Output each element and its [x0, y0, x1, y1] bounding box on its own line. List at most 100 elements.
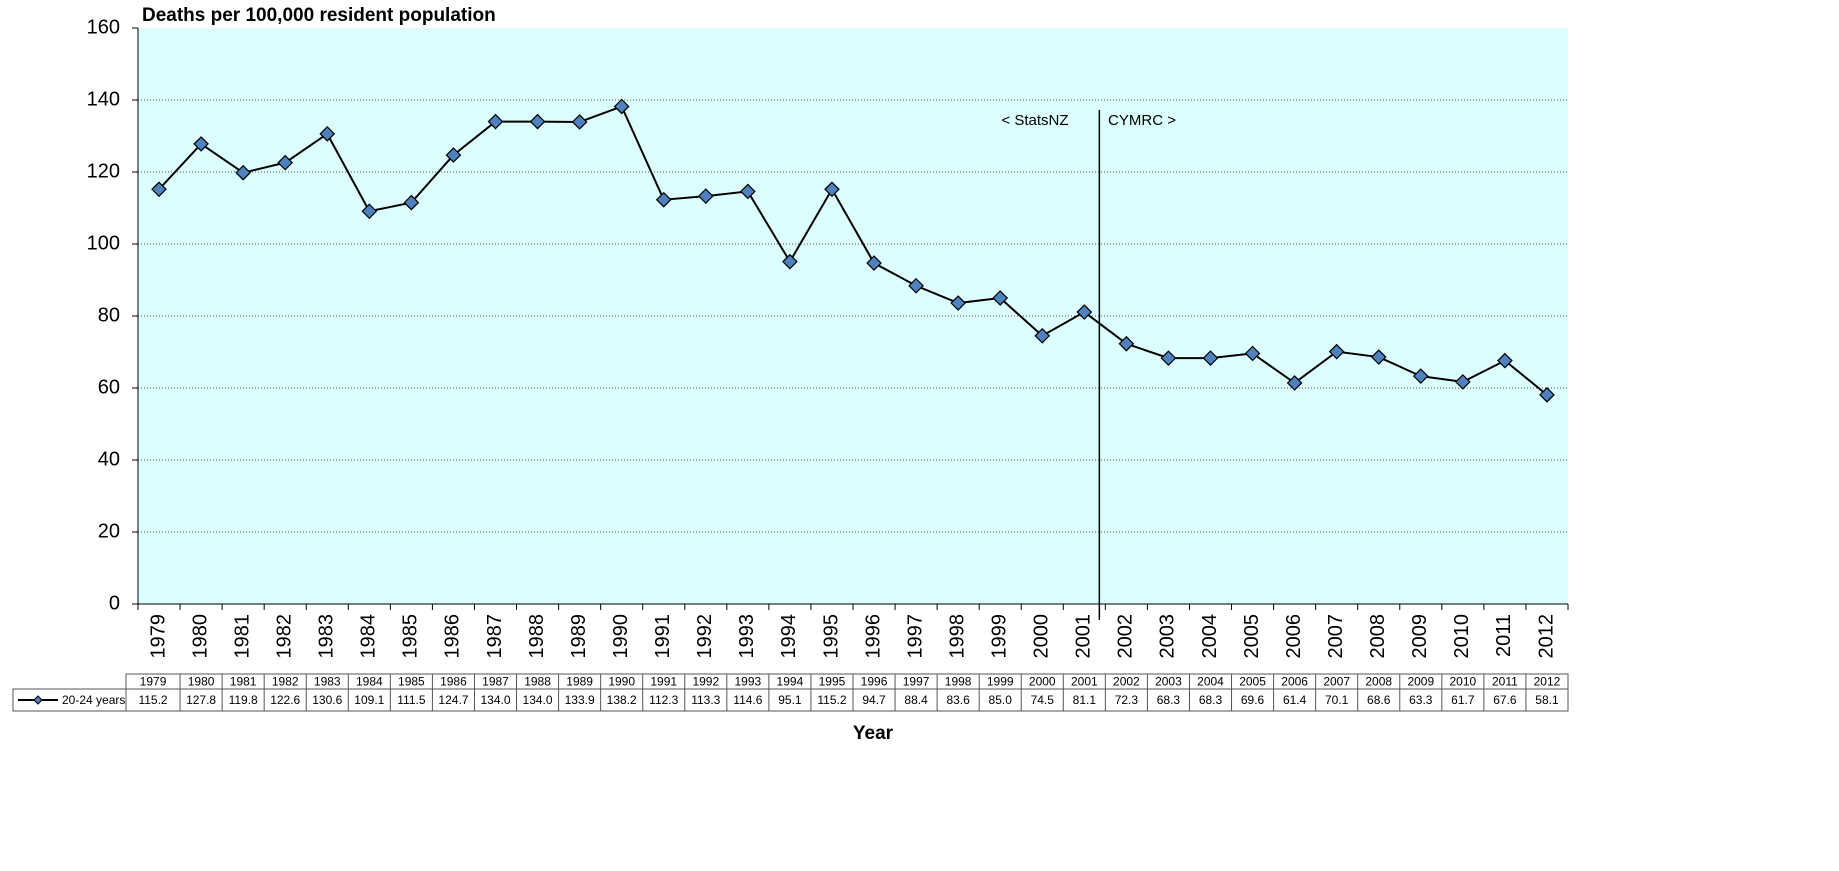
x-tick-label: 2005 — [1241, 614, 1263, 659]
table-header: 1981 — [230, 675, 257, 689]
table-header: 1982 — [272, 675, 299, 689]
marker — [1034, 327, 1051, 344]
marker — [403, 194, 420, 211]
table-header: 1979 — [140, 675, 167, 689]
table-header: 1997 — [903, 675, 930, 689]
x-tick-label: 2007 — [1325, 614, 1347, 659]
x-tick-label: 1988 — [526, 614, 548, 659]
x-tick-label: 1991 — [652, 614, 674, 659]
table-header: 2004 — [1197, 675, 1224, 689]
x-tick-label: 1986 — [442, 614, 464, 659]
table-header: 1999 — [987, 675, 1014, 689]
table-value: 58.1 — [1535, 693, 1559, 707]
x-tick-label: 1990 — [610, 614, 632, 659]
table-header: 2001 — [1071, 675, 1098, 689]
table-value: 81.1 — [1073, 693, 1097, 707]
x-tick-label: 2004 — [1199, 614, 1221, 659]
x-tick-label: 1998 — [946, 614, 968, 659]
table-value: 127.8 — [186, 693, 216, 707]
table-value: 113.3 — [691, 693, 720, 707]
table-value: 61.4 — [1283, 693, 1307, 707]
table-value: 138.2 — [607, 693, 637, 707]
table-header: 1984 — [356, 675, 383, 689]
x-tick-label: 1980 — [189, 614, 211, 659]
marker — [992, 290, 1009, 306]
marker — [1202, 350, 1219, 366]
y-tick-label: 20 — [98, 520, 120, 542]
y-tick-label: 140 — [87, 88, 120, 110]
x-tick-label: 2010 — [1451, 614, 1473, 659]
chart-title: Deaths per 100,000 resident population — [142, 5, 496, 26]
table-value: 70.1 — [1325, 693, 1349, 707]
table-value: 124.7 — [438, 693, 468, 707]
marker — [487, 113, 504, 130]
x-tick-label: 1982 — [273, 614, 295, 659]
table-header: 1980 — [188, 675, 215, 689]
x-tick-label: 2008 — [1367, 614, 1389, 659]
marker — [193, 136, 209, 152]
table-header: 1992 — [692, 675, 719, 689]
table-header: 1994 — [777, 675, 804, 689]
x-tick-label: 2012 — [1535, 614, 1557, 659]
marker — [908, 277, 924, 294]
marker — [824, 181, 840, 198]
table-value: 88.4 — [904, 693, 928, 707]
marker — [782, 253, 798, 270]
marker — [1244, 345, 1261, 362]
table-header: 1989 — [566, 675, 593, 689]
marker — [1328, 343, 1345, 360]
table-header: 1995 — [819, 675, 846, 689]
marker — [697, 188, 714, 204]
marker — [740, 183, 756, 200]
table-header: 1991 — [650, 675, 677, 689]
table-value: 85.0 — [989, 693, 1013, 707]
table-header: 2009 — [1407, 675, 1434, 689]
annotation: < StatsNZ — [1001, 112, 1068, 129]
table-value: 133.9 — [565, 693, 595, 707]
x-tick-label: 1994 — [778, 614, 800, 659]
y-tick-label: 40 — [98, 448, 120, 470]
table-header: 1988 — [524, 675, 551, 689]
y-tick-label: 0 — [109, 592, 120, 614]
table-value: 134.0 — [523, 693, 553, 707]
marker — [655, 191, 672, 208]
x-tick-label: 1985 — [400, 614, 422, 659]
x-tick-label: 1996 — [862, 614, 884, 659]
table-value: 115.2 — [817, 693, 846, 707]
table-header: 2000 — [1029, 675, 1056, 689]
table-value: 68.6 — [1367, 693, 1391, 707]
x-tick-label: 1995 — [820, 614, 842, 659]
legend-label: 20-24 years — [62, 693, 125, 707]
y-tick-label: 120 — [87, 160, 120, 182]
table-header: 2003 — [1155, 675, 1182, 689]
table-value: 112.3 — [649, 693, 678, 707]
x-tick-label: 1989 — [568, 614, 590, 659]
table-value: 114.6 — [733, 693, 762, 707]
table-value: 61.7 — [1451, 693, 1475, 707]
table-header: 2008 — [1365, 675, 1392, 689]
x-tick-label: 1983 — [316, 614, 338, 659]
annotation: CYMRC > — [1108, 112, 1176, 129]
table-value: 72.3 — [1115, 693, 1139, 707]
table-header: 2002 — [1113, 675, 1140, 689]
marker — [1118, 335, 1135, 352]
table-header: 2007 — [1323, 675, 1350, 689]
y-tick-label: 100 — [87, 232, 120, 254]
marker — [1076, 304, 1093, 320]
marker — [361, 203, 378, 220]
table-header: 2011 — [1492, 675, 1518, 689]
marker — [1497, 352, 1513, 369]
table-value: 115.2 — [138, 693, 167, 707]
x-tick-label: 1993 — [736, 614, 758, 659]
table-value: 68.3 — [1157, 693, 1181, 707]
y-tick-label: 60 — [98, 376, 120, 398]
x-tick-label: 1992 — [694, 614, 716, 659]
marker — [277, 154, 294, 171]
table-header: 2010 — [1450, 675, 1477, 689]
table-value: 63.3 — [1409, 693, 1433, 707]
marker — [235, 164, 251, 181]
x-tick-label: 2009 — [1409, 614, 1431, 659]
x-tick-label: 2000 — [1031, 614, 1053, 659]
marker — [1370, 349, 1387, 365]
